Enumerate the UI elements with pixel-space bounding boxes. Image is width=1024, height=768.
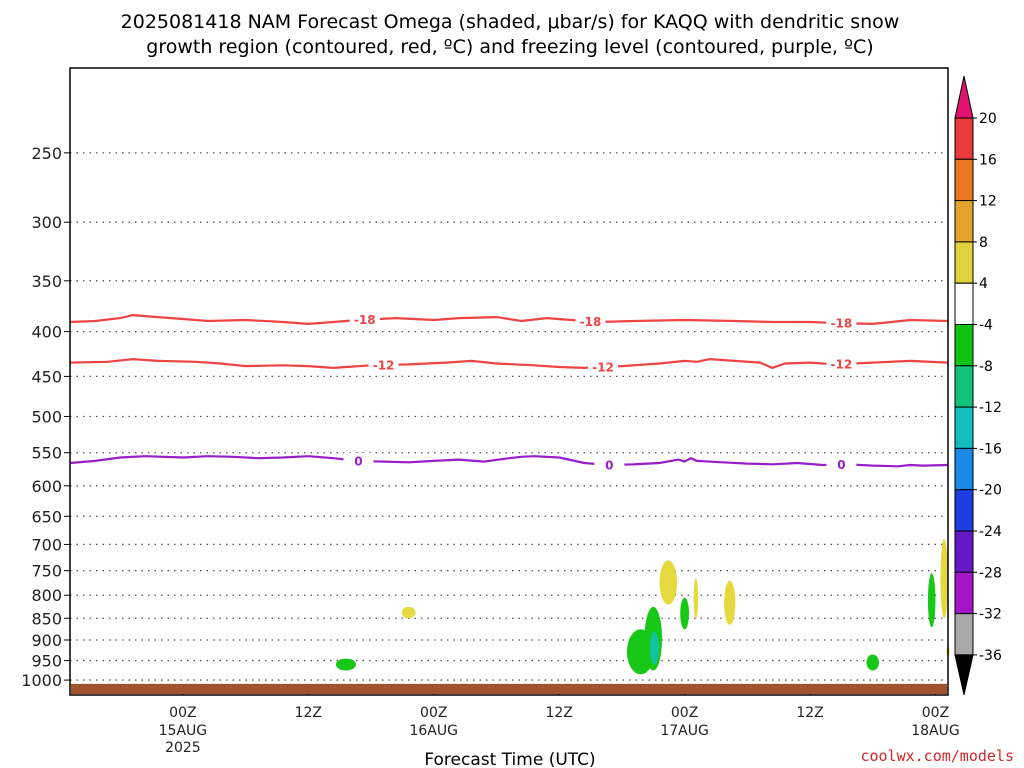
- colorbar-label-12: -32: [979, 607, 1002, 623]
- contour-label-bg-2-2: [826, 456, 857, 472]
- y-tick-label-750: 750: [31, 562, 62, 581]
- y-tick-label-900: 900: [31, 631, 62, 650]
- colorbar-label-13: -36: [979, 648, 1002, 664]
- x-tick-time-4: 00Z: [671, 705, 698, 721]
- colorbar-label-6: -8: [979, 359, 993, 375]
- colorbar-segment-1: [954, 158, 974, 202]
- omega-area-10: [927, 573, 936, 628]
- colorbar-label-10: -24: [979, 524, 1002, 540]
- x-axis-label: Forecast Time (UTC): [424, 750, 595, 768]
- y-tick-label-700: 700: [31, 535, 62, 554]
- title-line-1: 2025081418 NAM Forecast Omega (shaded, μ…: [121, 11, 900, 33]
- contour-label-bg-1-0: [368, 356, 399, 372]
- colorbar-segment-8: [954, 447, 974, 491]
- contour-label-2-2: 0: [837, 458, 845, 472]
- colorbar-label-1: 16: [979, 152, 997, 168]
- contour-label-1-1: -12: [592, 360, 614, 374]
- colorbar-label-0: 20: [979, 111, 997, 127]
- x-tick-year-0: 2025: [165, 740, 201, 756]
- contour-label-1-2: -12: [831, 358, 853, 372]
- x-tick-time-2: 00Z: [420, 705, 447, 721]
- colorbar: 20 16 12 8 4 -4 -8 -12 -16 -20 -24 -28 -32 -36: [954, 75, 1002, 696]
- y-tick-label-600: 600: [31, 477, 62, 496]
- colorbar-segment-11: [954, 571, 974, 615]
- plot-area: 250 300 350 400 450 500 550 600 650 700 750 800 850 9…: [21, 67, 960, 756]
- contour-label-0-2: -18: [831, 317, 853, 331]
- x-tick-time-6: 00Z: [922, 705, 949, 721]
- contour-label-1-0: -12: [373, 358, 395, 372]
- y-tick-label-250: 250: [31, 144, 62, 163]
- contour-label-bg-2-0: [343, 452, 374, 468]
- y-tick-label-850: 850: [31, 609, 62, 628]
- colorbar-label-8: -16: [979, 441, 1002, 457]
- y-tick-label-650: 650: [31, 507, 62, 526]
- y-tick-label-950: 950: [31, 652, 62, 671]
- y-tick-label-350: 350: [31, 272, 62, 291]
- omega-area-9: [866, 654, 880, 671]
- contour-label-bg-0-2: [826, 315, 857, 331]
- colorbar-segment-7: [954, 406, 974, 449]
- colorbar-label-2: 12: [979, 194, 997, 210]
- x-tick-date-6: 18AUG: [911, 723, 960, 739]
- credit-text: coolwx.com/models: [860, 747, 1014, 765]
- colorbar-bottom-arrow: [954, 654, 974, 696]
- colorbar-segment-12: [954, 613, 974, 656]
- colorbar-label-11: -28: [979, 565, 1002, 581]
- x-tick-date-2: 16AUG: [409, 723, 458, 739]
- colorbar-segment-10: [954, 530, 974, 573]
- contour-label-0-0: -18: [354, 313, 376, 327]
- x-tick-time-3: 12Z: [545, 705, 572, 721]
- colorbar-label-3: 8: [979, 235, 988, 251]
- omega-area-11: [940, 538, 948, 619]
- contour-label-bg-0-0: [349, 311, 380, 327]
- omega-area-4: [650, 631, 659, 665]
- omega-area-5: [659, 560, 678, 605]
- contour-label-bg-1-2: [826, 356, 857, 372]
- ground-layer: [71, 683, 947, 694]
- x-tick-time-1: 12Z: [295, 705, 322, 721]
- y-tick-label-300: 300: [31, 213, 62, 232]
- contour-label-2-1: 0: [605, 458, 613, 472]
- colorbar-segment-4: [954, 282, 974, 326]
- colorbar-segment-0: [954, 117, 974, 160]
- contour-line-1: [69, 357, 949, 370]
- y-tick-label-500: 500: [31, 407, 62, 426]
- omega-area-8: [724, 580, 736, 625]
- contour-label-2-0: 0: [354, 454, 362, 468]
- contour-label-bg-0-1: [575, 313, 606, 329]
- contour-line-2: [69, 455, 949, 468]
- omega-area-6: [680, 597, 689, 630]
- colorbar-segment-6: [954, 365, 974, 408]
- contour-line-0: [69, 313, 949, 326]
- y-tick-label-450: 450: [31, 367, 62, 386]
- contour-label-0-1: -18: [580, 315, 602, 329]
- x-tick-time-0: 00Z: [169, 705, 196, 721]
- colorbar-segment-5: [954, 324, 974, 367]
- y-tick-label-400: 400: [31, 323, 62, 342]
- x-tick-date-0: 15AUG: [159, 723, 208, 739]
- contour-label-bg-2-1: [594, 456, 625, 472]
- omega-area-0: [401, 606, 416, 619]
- colorbar-top-arrow: [954, 75, 974, 119]
- y-tick-label-550: 550: [31, 444, 62, 463]
- title-line-2: growth region (contoured, red, ºC) and f…: [146, 36, 873, 58]
- colorbar-segment-9: [954, 489, 974, 532]
- x-tick-date-4: 17AUG: [660, 723, 709, 739]
- contour-label-bg-1-1: [588, 358, 619, 374]
- plot-frame: [69, 67, 949, 696]
- colorbar-label-5: -4: [979, 318, 993, 334]
- y-tick-label-800: 800: [31, 586, 62, 605]
- omega-area-7: [693, 578, 699, 619]
- colorbar-segment-2: [954, 200, 974, 243]
- x-tick-time-5: 12Z: [796, 705, 823, 721]
- colorbar-label-9: -20: [979, 483, 1002, 499]
- y-tick-label-1000: 1000: [21, 671, 62, 690]
- omega-area-1: [335, 658, 356, 671]
- colorbar-label-4: 4: [979, 276, 988, 292]
- colorbar-label-7: -12: [979, 400, 1002, 416]
- colorbar-segment-3: [954, 241, 974, 284]
